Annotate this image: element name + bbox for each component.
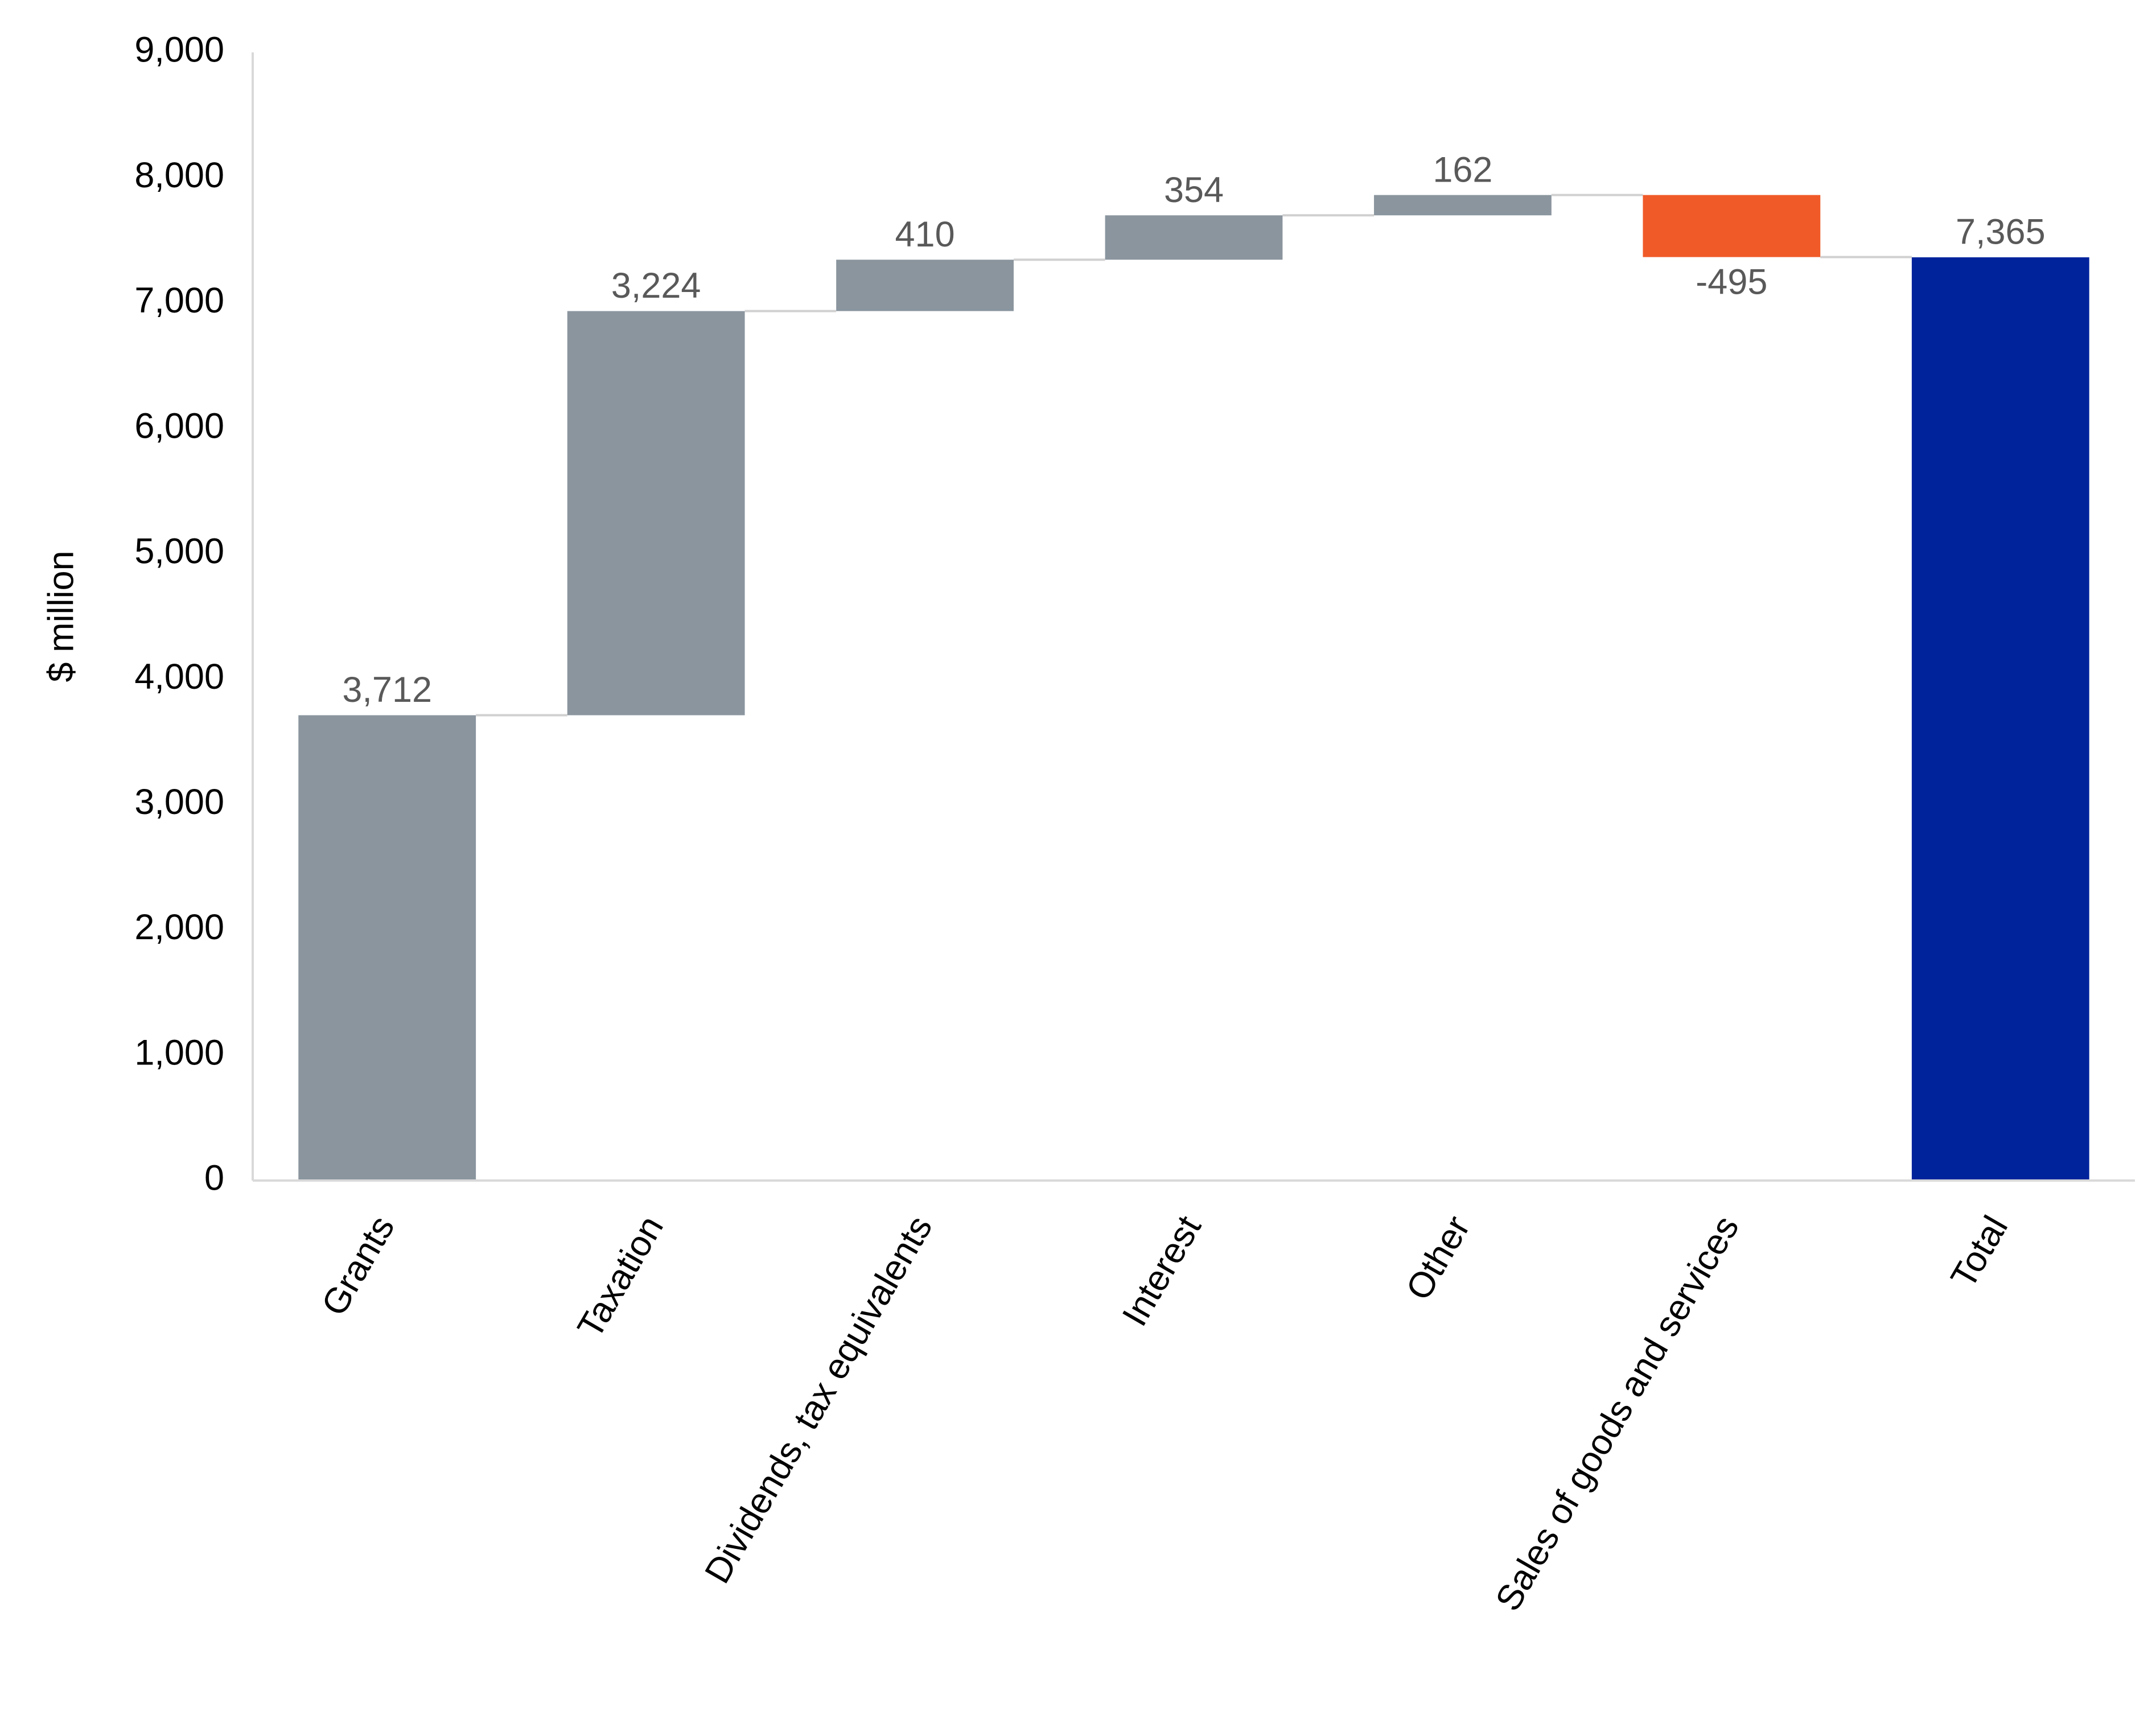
x-tick-label: Other [1398,1209,1478,1306]
y-tick-label: 6,000 [134,406,224,446]
y-axis-title: $ million [42,550,81,682]
bar [836,260,1014,311]
total-bar [1911,257,2089,1181]
data-label: 354 [1164,170,1224,210]
bar [298,715,476,1181]
x-tick-label: Sales of goods and services [1488,1209,1747,1617]
y-tick-label: 7,000 [134,281,224,320]
y-tick-label: 4,000 [134,657,224,697]
data-label: -495 [1696,262,1767,302]
bar [567,311,745,715]
y-tick-label: 9,000 [134,30,224,70]
x-tick-label: Grants [314,1209,402,1322]
bar [1643,195,1821,257]
data-label: 3,224 [611,266,701,306]
y-tick-label: 3,000 [134,782,224,822]
data-label: 162 [1433,150,1492,190]
y-tick-label: 0 [204,1158,224,1198]
x-tick-label: Taxation [570,1209,671,1344]
x-tick-label: Total [1943,1209,2015,1294]
x-tick-label: Interest [1114,1209,1209,1333]
x-tick-label: Dividends, tax equivalents [697,1209,940,1590]
y-tick-label: 5,000 [134,532,224,571]
data-label: 3,712 [342,670,432,710]
bar [1374,195,1552,216]
data-label: 410 [895,215,955,254]
y-tick-label: 1,000 [134,1033,224,1072]
y-tick-label: 2,000 [134,907,224,947]
bar [1105,215,1283,260]
y-tick-label: 8,000 [134,155,224,195]
data-label: 7,365 [1956,212,2046,252]
